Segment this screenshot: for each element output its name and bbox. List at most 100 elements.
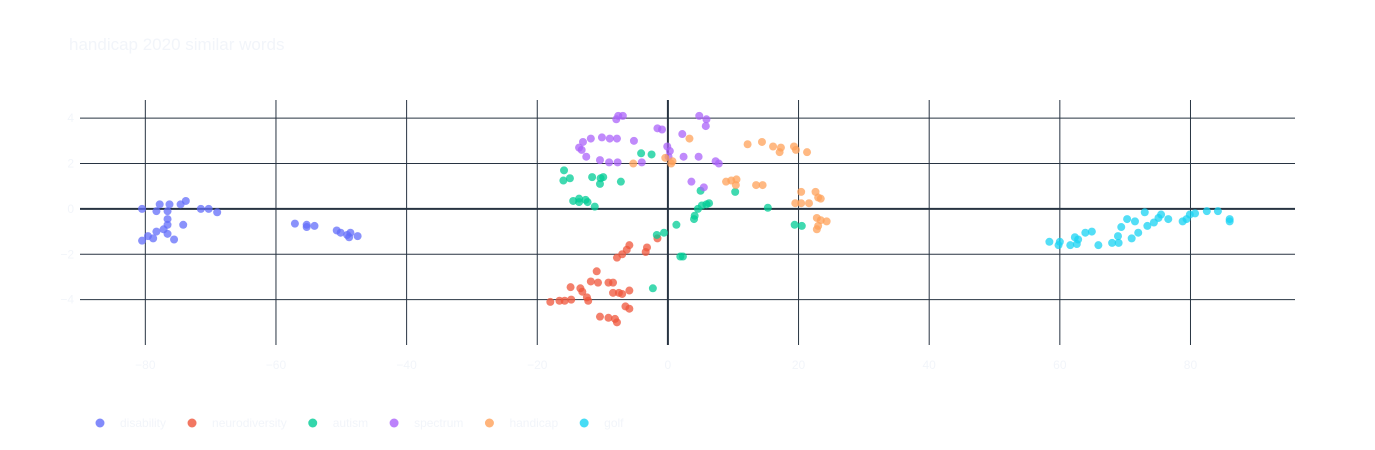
data-point[interactable]: [310, 221, 319, 230]
data-point[interactable]: [694, 152, 703, 161]
data-point[interactable]: [678, 130, 687, 139]
data-point[interactable]: [797, 221, 806, 230]
data-point[interactable]: [612, 134, 621, 143]
data-point[interactable]: [353, 232, 362, 241]
legend-item-disability[interactable]: disability: [95, 416, 167, 430]
data-point[interactable]: [791, 199, 800, 208]
data-point[interactable]: [612, 115, 621, 124]
data-point[interactable]: [566, 283, 575, 292]
data-point[interactable]: [586, 277, 595, 286]
data-point[interactable]: [152, 227, 161, 236]
data-point[interactable]: [1191, 209, 1200, 218]
legend[interactable]: disability neurodiversity autism spectrum ha…: [95, 416, 625, 430]
data-point[interactable]: [1130, 217, 1139, 226]
data-point[interactable]: [1157, 210, 1166, 219]
data-point[interactable]: [582, 152, 591, 161]
legend-item-handicap[interactable]: handicap: [484, 416, 559, 430]
data-point[interactable]: [590, 202, 599, 211]
data-point[interactable]: [637, 149, 646, 158]
data-point[interactable]: [699, 183, 708, 192]
data-point[interactable]: [672, 220, 681, 229]
data-point[interactable]: [578, 287, 587, 296]
data-point[interactable]: [731, 181, 740, 190]
data-point[interactable]: [605, 158, 614, 167]
data-point[interactable]: [637, 158, 646, 167]
data-point[interactable]: [204, 204, 213, 213]
data-point[interactable]: [1081, 228, 1090, 237]
data-point[interactable]: [791, 145, 800, 154]
data-point[interactable]: [592, 267, 601, 276]
data-point[interactable]: [797, 199, 806, 208]
data-point[interactable]: [179, 220, 188, 229]
data-point[interactable]: [1117, 223, 1126, 232]
data-point[interactable]: [743, 140, 752, 149]
data-point[interactable]: [648, 284, 657, 293]
legend-item-neurodiversity[interactable]: neurodiversity: [187, 416, 287, 430]
data-point[interactable]: [822, 217, 831, 226]
data-point[interactable]: [1055, 237, 1064, 246]
data-point[interactable]: [588, 173, 597, 182]
data-point[interactable]: [701, 122, 710, 131]
data-point[interactable]: [647, 150, 656, 159]
data-point[interactable]: [690, 211, 699, 220]
data-point[interactable]: [149, 234, 158, 243]
data-point[interactable]: [1143, 221, 1152, 230]
data-point[interactable]: [1108, 238, 1117, 247]
data-point[interactable]: [155, 200, 164, 209]
data-point[interactable]: [612, 253, 621, 262]
data-point[interactable]: [575, 143, 584, 152]
data-point[interactable]: [569, 196, 578, 205]
data-point[interactable]: [594, 278, 603, 287]
data-point[interactable]: [138, 204, 147, 213]
data-point[interactable]: [616, 177, 625, 186]
data-point[interactable]: [163, 229, 172, 238]
data-point[interactable]: [163, 215, 172, 224]
data-point[interactable]: [1066, 241, 1075, 250]
data-point[interactable]: [612, 318, 621, 327]
data-point[interactable]: [625, 286, 634, 295]
data-point[interactable]: [1087, 227, 1096, 236]
data-point[interactable]: [812, 225, 821, 234]
data-point[interactable]: [625, 304, 634, 313]
data-point[interactable]: [763, 203, 772, 212]
data-point[interactable]: [583, 198, 592, 207]
data-point[interactable]: [1094, 241, 1103, 250]
data-point[interactable]: [629, 159, 638, 168]
data-point[interactable]: [163, 207, 172, 216]
legend-item-golf[interactable]: golf: [579, 416, 625, 430]
data-point[interactable]: [565, 174, 574, 183]
data-point[interactable]: [758, 181, 767, 190]
data-point[interactable]: [776, 143, 785, 152]
data-point[interactable]: [618, 289, 627, 298]
data-point[interactable]: [695, 111, 704, 120]
data-point[interactable]: [1140, 208, 1149, 217]
data-point[interactable]: [196, 204, 205, 213]
data-point[interactable]: [595, 156, 604, 165]
data-point[interactable]: [181, 196, 190, 205]
data-point[interactable]: [1127, 234, 1136, 243]
data-point[interactable]: [687, 177, 696, 186]
data-point[interactable]: [584, 296, 593, 305]
data-point[interactable]: [769, 142, 778, 151]
data-point[interactable]: [613, 158, 622, 167]
data-point[interactable]: [1213, 207, 1222, 216]
data-point[interactable]: [805, 199, 813, 208]
data-point[interactable]: [752, 181, 761, 190]
data-point[interactable]: [560, 166, 569, 175]
data-point[interactable]: [705, 199, 714, 208]
data-point[interactable]: [1114, 238, 1123, 247]
data-point[interactable]: [641, 247, 650, 256]
data-point[interactable]: [678, 252, 687, 261]
data-point[interactable]: [152, 207, 161, 216]
data-point[interactable]: [618, 111, 627, 120]
data-point[interactable]: [290, 219, 299, 228]
data-point[interactable]: [1202, 207, 1211, 216]
data-point[interactable]: [595, 179, 604, 188]
data-point[interactable]: [213, 208, 222, 217]
data-point[interactable]: [757, 137, 766, 146]
data-point[interactable]: [679, 152, 688, 161]
data-point[interactable]: [659, 228, 668, 237]
data-point[interactable]: [578, 137, 587, 146]
data-point[interactable]: [138, 236, 147, 245]
data-point[interactable]: [668, 157, 677, 166]
